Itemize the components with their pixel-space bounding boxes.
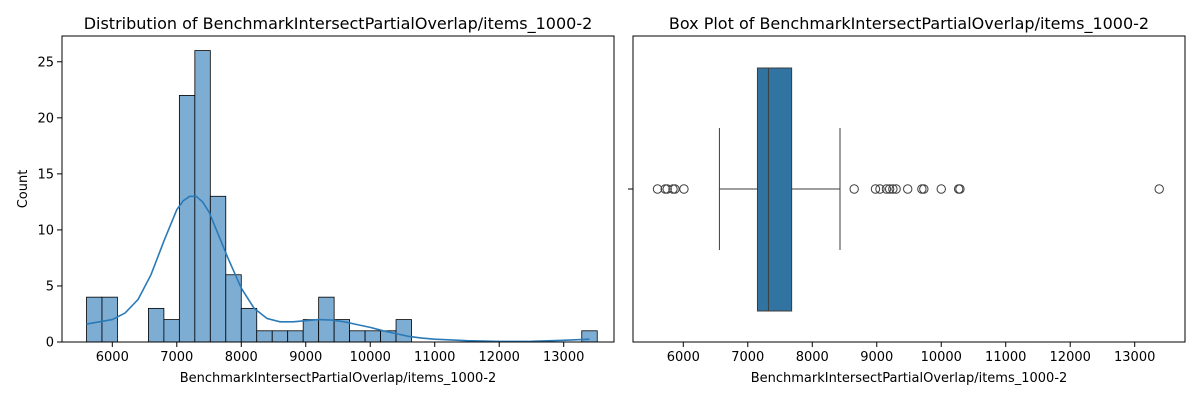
x-tick-label: 9000 [860, 350, 893, 365]
x-tick-label: 11000 [985, 350, 1026, 365]
x-tick-label: 12000 [479, 350, 520, 365]
x-tick-label: 9000 [289, 350, 322, 365]
boxplot-x-label: BenchmarkIntersectPartialOverlap/items_1… [751, 371, 1068, 386]
y-tick-label: 0 [46, 336, 54, 351]
histogram-bar [164, 320, 179, 342]
histogram-bar [241, 308, 256, 342]
boxplot-x-ticks: 6000 7000 8000 9000 10000 11000 12000 13000 [667, 342, 1156, 365]
boxplot-frame [633, 36, 1185, 342]
outlier-point [653, 185, 661, 193]
x-tick-label: 13000 [543, 350, 584, 365]
outlier-point [920, 185, 928, 193]
outlier-point [671, 185, 679, 193]
histogram-bar [272, 331, 287, 342]
x-tick-label: 10000 [921, 350, 962, 365]
outlier-point [850, 185, 858, 193]
y-tick-label: 5 [46, 279, 54, 294]
histogram-bars [87, 51, 598, 342]
histogram-title: Distribution of BenchmarkIntersectPartia… [84, 14, 593, 34]
histogram-bar [210, 196, 225, 342]
histogram-bar [87, 297, 102, 342]
boxplot-panel: Box Plot of BenchmarkIntersectPartialOve… [628, 14, 1185, 386]
outlier-point [1155, 185, 1163, 193]
boxplot-title: Box Plot of BenchmarkIntersectPartialOve… [669, 14, 1149, 34]
y-tick-label: 15 [37, 167, 54, 182]
histogram-bar [148, 308, 163, 342]
x-tick-label: 8000 [796, 350, 829, 365]
x-tick-label: 6000 [96, 350, 129, 365]
histogram-bar [350, 331, 365, 342]
y-tick-label: 20 [37, 111, 54, 126]
x-tick-label: 7000 [731, 350, 764, 365]
outlier-point [937, 185, 945, 193]
histogram-bar [303, 320, 318, 342]
outlier-point [669, 185, 677, 193]
x-tick-label: 6000 [667, 350, 700, 365]
histogram-bar [257, 331, 272, 342]
histogram-y-label: Count [16, 170, 31, 209]
histogram-panel: Distribution of BenchmarkIntersectPartia… [16, 14, 614, 386]
x-tick-label: 11000 [414, 350, 455, 365]
y-tick-label: 25 [37, 55, 54, 70]
y-tick-label: 10 [37, 223, 54, 238]
outlier-point [918, 185, 926, 193]
x-tick-label: 10000 [350, 350, 391, 365]
histogram-x-label: BenchmarkIntersectPartialOverlap/items_1… [180, 371, 497, 386]
x-tick-label: 7000 [160, 350, 193, 365]
x-tick-label: 8000 [225, 350, 258, 365]
histogram-y-ticks: 0 5 10 15 20 25 [37, 55, 62, 350]
outlier-point [904, 185, 912, 193]
outlier-point [661, 185, 669, 193]
x-tick-label: 13000 [1114, 350, 1155, 365]
histogram-frame [62, 36, 614, 342]
histogram-bar [365, 331, 380, 342]
histogram-bar [288, 331, 303, 342]
histogram-x-ticks: 6000 7000 8000 9000 10000 11000 12000 13000 [96, 342, 585, 365]
x-tick-label: 12000 [1050, 350, 1091, 365]
histogram-bar [179, 95, 194, 342]
histogram-bar [582, 331, 597, 342]
boxplot-elements [653, 68, 1163, 311]
outlier-point [680, 185, 688, 193]
iqr-box [757, 68, 791, 311]
histogram-bar [396, 320, 411, 342]
